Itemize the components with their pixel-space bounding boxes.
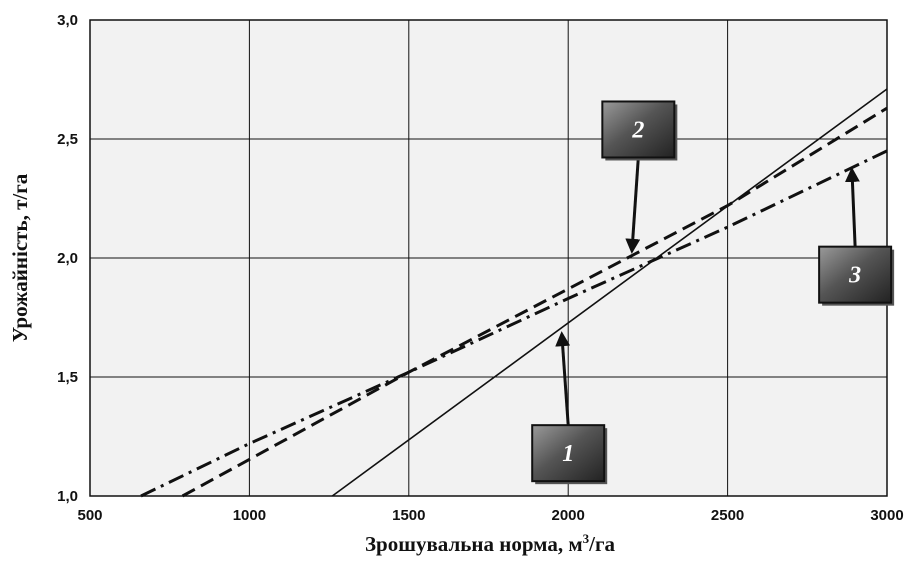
- x-tick-label: 1000: [233, 507, 266, 524]
- series-layer: [140, 88, 888, 498]
- series-line-2: [181, 106, 888, 498]
- y-tick-label: 1,5: [57, 369, 78, 386]
- y-tick-label: 1,0: [57, 488, 78, 505]
- y-axis-title: Урожайність, т/га: [8, 173, 32, 342]
- y-tick-label: 3,0: [57, 12, 78, 29]
- callout-box-1: [531, 424, 606, 483]
- x-tick-label: 500: [77, 507, 102, 524]
- callout-arrow-1: [555, 331, 571, 426]
- y-tick-label: 2,5: [57, 131, 78, 148]
- callout-box-3: [818, 245, 893, 304]
- series-line-1: [331, 88, 888, 497]
- grid-lines: [90, 20, 887, 496]
- callout-arrow-3: [844, 166, 860, 247]
- callout-label-2: 2: [631, 117, 644, 143]
- callout-label-1: 1: [562, 441, 574, 467]
- x-axis-title: Зрошувальна норма, м3/га: [365, 531, 616, 556]
- callouts-layer: 1 2 3: [531, 100, 895, 485]
- tick-labels: 500 1000 1500 2000 2500 3000 1,0 1,5 2,0 2,5 3,0: [57, 12, 904, 524]
- x-tick-label: 2500: [711, 507, 744, 524]
- callout-arrow-2: [625, 157, 641, 254]
- x-tick-label: 2000: [552, 507, 585, 524]
- y-tick-label: 2,0: [57, 250, 78, 267]
- callout-box-2: [601, 100, 676, 159]
- callout-label-3: 3: [848, 263, 861, 289]
- x-tick-label: 1500: [392, 507, 425, 524]
- series-line-3: [140, 149, 888, 498]
- x-tick-label: 3000: [870, 507, 903, 524]
